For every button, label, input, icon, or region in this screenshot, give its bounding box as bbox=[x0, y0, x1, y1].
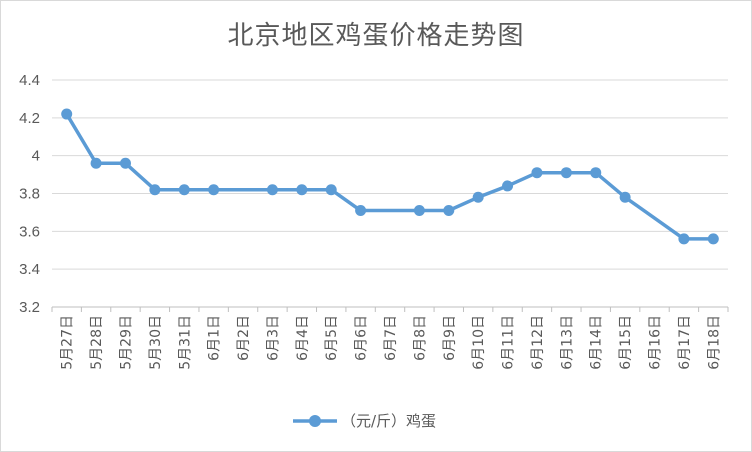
y-tick-label: 4.4 bbox=[19, 72, 40, 89]
data-point bbox=[413, 205, 425, 217]
x-tick-label: 6月5日 bbox=[324, 315, 340, 361]
data-point bbox=[590, 167, 602, 179]
x-tick-label: 5月31日 bbox=[177, 315, 193, 370]
x-axis: 5月27日 5月28日 5月29日 5月30日 5月31日 6月1日 6月2日 6月3日 6月4… bbox=[51, 306, 729, 370]
y-tick-label: 4.2 bbox=[19, 110, 40, 127]
x-tick-label: 6月12日 bbox=[530, 315, 546, 370]
data-point bbox=[296, 184, 308, 196]
x-tick-label: 6月15日 bbox=[618, 315, 634, 370]
x-tick-label: 6月18日 bbox=[706, 315, 722, 370]
x-tick-label: 6月11日 bbox=[501, 315, 517, 370]
data-point bbox=[502, 180, 514, 192]
x-tick-label: 6月8日 bbox=[412, 315, 428, 361]
grid-lines bbox=[52, 79, 728, 308]
data-point bbox=[531, 167, 543, 179]
data-point bbox=[707, 233, 719, 245]
x-tick-label: 5月30日 bbox=[148, 315, 164, 370]
data-point bbox=[266, 184, 278, 196]
data-point bbox=[619, 191, 631, 203]
legend-label: （元/斤）鸡蛋 bbox=[341, 412, 436, 430]
x-tick-label: 6月10日 bbox=[471, 315, 487, 370]
x-tick-label: 6月14日 bbox=[589, 315, 605, 370]
data-point bbox=[90, 157, 102, 169]
x-tick-label: 6月16日 bbox=[648, 315, 664, 370]
chart-title: 北京地区鸡蛋价格走势图 bbox=[227, 21, 525, 51]
x-tick-label: 5月29日 bbox=[118, 315, 134, 370]
x-tick-label: 5月27日 bbox=[60, 315, 76, 370]
y-axis: 3.2 3.4 3.6 3.8 4 4.2 4.4 bbox=[19, 72, 40, 316]
x-tick-label: 6月17日 bbox=[677, 315, 693, 370]
data-point bbox=[61, 108, 73, 120]
y-tick-label: 4 bbox=[32, 148, 40, 165]
data-point bbox=[119, 157, 131, 169]
y-tick-label: 3.2 bbox=[19, 299, 40, 316]
x-tick-label: 6月9日 bbox=[442, 315, 458, 361]
data-point bbox=[472, 191, 484, 203]
x-tick-label: 6月3日 bbox=[265, 315, 281, 361]
x-tick-label: 6月2日 bbox=[236, 315, 252, 361]
data-point bbox=[149, 184, 161, 196]
data-point bbox=[560, 167, 572, 179]
data-point bbox=[325, 184, 337, 196]
series-layer bbox=[61, 108, 719, 245]
x-tick-label: 6月6日 bbox=[354, 315, 370, 361]
data-point bbox=[178, 184, 190, 196]
legend-marker bbox=[309, 415, 321, 427]
x-tick-label: 5月28日 bbox=[89, 315, 105, 370]
series-line bbox=[65, 113, 714, 241]
y-tick-label: 3.8 bbox=[19, 186, 40, 203]
x-tick-label: 6月1日 bbox=[207, 315, 223, 361]
data-point bbox=[678, 233, 690, 245]
x-tick-label: 6月4日 bbox=[295, 315, 311, 361]
x-tick-label: 6月13日 bbox=[559, 315, 575, 370]
y-tick-label: 3.6 bbox=[19, 223, 40, 240]
x-tick-label: 6月7日 bbox=[383, 315, 399, 361]
data-point bbox=[208, 184, 220, 196]
data-point bbox=[355, 205, 367, 217]
legend: （元/斤）鸡蛋 bbox=[293, 412, 436, 430]
y-tick-label: 3.4 bbox=[19, 261, 40, 278]
data-point bbox=[443, 205, 455, 217]
